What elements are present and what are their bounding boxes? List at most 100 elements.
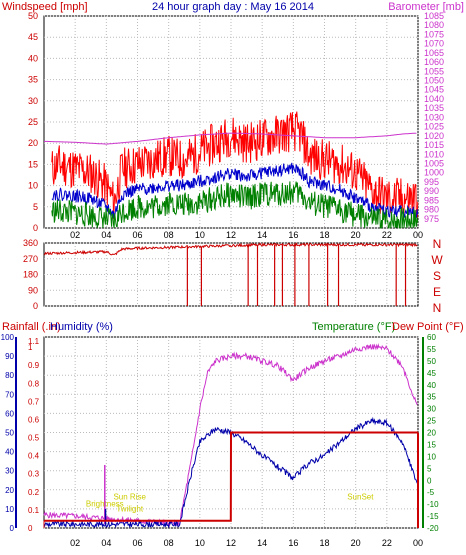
wind-gust-series (51, 111, 419, 220)
rain-y-tick-label: 0.2 (28, 488, 40, 497)
baro-y-tick-label: 1005 (424, 158, 444, 168)
direction-y-tick-label: 270 (23, 254, 38, 264)
humidity-y-tick-label: 60 (5, 409, 14, 418)
direction-y-tick-label: 180 (23, 270, 38, 280)
temp-y-tick-label: 10 (427, 452, 436, 461)
baro-y-tick-label: 1060 (424, 57, 444, 67)
temp-y-tick-label: 15 (427, 440, 436, 449)
rain-y-tick-label: 0 (28, 524, 33, 533)
temperature-label: Temperature (°F) (312, 321, 395, 333)
rain-y-tick-label: 0.7 (28, 397, 40, 406)
direction-series (43, 242, 418, 256)
temp-x-tick-label: 16 (288, 538, 298, 548)
wind-x-tick-label: 18 (319, 230, 329, 240)
baro-y-tick-label: 1085 (424, 11, 444, 21)
temp-x-tick-label: 02 (70, 538, 80, 548)
wind-y-tick-label: 15 (28, 159, 38, 169)
humidity-y-tick-label: 70 (5, 390, 14, 399)
wind-x-tick-label: 06 (132, 230, 142, 240)
wind-x-tick-label: 10 (195, 230, 205, 240)
temp-y-tick-label: 60 (427, 333, 436, 342)
wind-x-tick-label: 04 (101, 230, 111, 240)
baro-y-tick-label: 1050 (424, 76, 444, 86)
rain-y-tick-label: 1 (28, 343, 33, 352)
humidity-y-tick-label: 100 (1, 333, 15, 342)
temp-x-tick-label: 12 (226, 538, 236, 548)
temp-y-tick-label: 40 (427, 381, 436, 390)
baro-y-tick-label: 1015 (424, 140, 444, 150)
baro-y-tick-label: 1010 (424, 149, 444, 159)
rain-y-tick-label: 0.6 (28, 415, 40, 424)
dewpoint-label: Dew Point (°F) (392, 321, 464, 333)
compass-label: W (431, 253, 443, 267)
temp-y-tick-label: 50 (427, 357, 436, 366)
humidity-y-tick-label: 90 (5, 352, 14, 361)
temp-y-tick-label: -5 (427, 488, 435, 497)
temp-x-tick-label: 06 (132, 538, 142, 548)
baro-y-tick-label: 1055 (424, 66, 444, 76)
baro-y-tick-label: 990 (424, 186, 439, 196)
baro-y-tick-label: 985 (424, 195, 439, 205)
humidity-y-tick-label: 80 (5, 371, 14, 380)
humidity-y-tick-label: 10 (5, 505, 14, 514)
temp-x-tick-label: 18 (319, 538, 329, 548)
wind-panel: 02 04 06 08 10 12 14 16 18 20 22 000510152025303540… (28, 11, 444, 240)
temp-y-tick-label: 35 (427, 393, 436, 402)
baro-y-tick-label: 1075 (424, 29, 444, 39)
wind-x-tick-label: 14 (257, 230, 267, 240)
sun-annotation: Sun Rise (113, 492, 146, 501)
direction-y-tick-label: 360 (23, 238, 38, 248)
baro-y-tick-label: 1040 (424, 94, 444, 104)
wind-y-tick-label: 25 (28, 117, 38, 127)
wind-x-tick-label: 12 (226, 230, 236, 240)
chart-title: 24 hour graph day : May 16 2014 (152, 1, 314, 13)
wind-y-tick-label: 35 (28, 75, 38, 85)
wind-y-tick-label: 10 (28, 181, 38, 191)
rainfall-label: Rainfall (.in) (2, 321, 61, 333)
temperature-panel: 02 04 06 08 10 12 14 16 18 20 22 000102030405060708… (1, 333, 439, 548)
compass-label: S (433, 269, 441, 283)
baro-y-tick-label: 1070 (424, 39, 444, 49)
wind-x-tick-label: 20 (351, 230, 361, 240)
baro-y-tick-label: 980 (424, 205, 439, 215)
direction-y-tick-label: 0 (33, 301, 38, 311)
baro-y-tick-label: 1065 (424, 48, 444, 58)
rain-y-tick-label: 0.5 (28, 434, 40, 443)
temp-y-tick-label: -10 (427, 500, 439, 509)
temp-y-tick-label: 25 (427, 417, 436, 426)
compass-label: E (433, 285, 441, 299)
wind-x-tick-label: 08 (164, 230, 174, 240)
wind-y-tick-label: 20 (28, 138, 38, 148)
wind-y-tick-label: 40 (28, 53, 38, 63)
humidity-y-tick-label: 20 (5, 486, 14, 495)
wind-y-tick-label: 50 (28, 11, 38, 21)
rain-y-tick-label: 0.8 (28, 379, 40, 388)
wind-y-tick-label: 30 (28, 96, 38, 106)
baro-y-tick-label: 1045 (424, 85, 444, 95)
baro-y-tick-label: 995 (424, 177, 439, 187)
temp-x-tick-label: 14 (257, 538, 267, 548)
direction-y-tick-label: 90 (28, 285, 38, 295)
wind-x-tick-label: 16 (288, 230, 298, 240)
humidity-y-tick-label: 50 (5, 429, 14, 438)
baro-y-tick-label: 1020 (424, 131, 444, 141)
baro-y-tick-label: 1035 (424, 103, 444, 113)
dewpoint-series (44, 431, 418, 522)
wind-x-tick-label: 22 (382, 230, 392, 240)
temp-x-tick-label: 22 (382, 538, 392, 548)
baro-y-tick-label: 1025 (424, 122, 444, 132)
temp-y-tick-label: -20 (427, 524, 439, 533)
wind-x-tick-label: 00 (413, 230, 423, 240)
sun-annotation: Twilight (116, 504, 143, 513)
rain-y-tick-label: 0.4 (28, 452, 40, 461)
temp-y-tick-label: 0 (427, 476, 432, 485)
temp-y-tick-label: -15 (427, 512, 439, 521)
baro-y-tick-label: 1000 (424, 168, 444, 178)
barometer-label: Barometer [mb] (388, 1, 464, 13)
barometer-series (44, 132, 417, 145)
baro-y-tick-label: 1030 (424, 112, 444, 122)
wind-y-tick-label: 0 (33, 223, 38, 233)
wind-y-tick-label: 45 (28, 32, 38, 42)
